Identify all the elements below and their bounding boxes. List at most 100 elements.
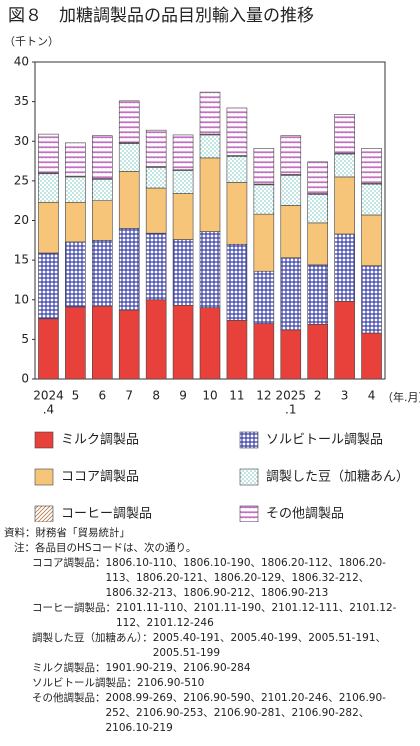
bar-segment [199,157,221,232]
bar-segment [172,239,194,306]
bar-segment [199,134,221,159]
x-tick-label: 4 [368,389,376,403]
x-tick-label: 2024 [33,389,64,403]
x-tick-label: 11 [229,389,244,403]
note-item: その他調製品： 2008.99-269、2106.90-590、2101.20-2… [4,691,414,736]
bar-segment [226,182,248,245]
bar-segment [145,167,167,189]
y-tick-label: 40 [14,55,29,69]
note-item-label: 調製した豆（加糖あん）： [32,632,153,644]
bar-segment [92,178,113,201]
x-tick-label: 3 [341,389,349,403]
bar-segment [172,193,194,240]
bar-segment [361,148,382,184]
x-tick-label: 8 [152,389,160,403]
legend-swatch [34,468,54,486]
y-tick-label: 20 [14,213,29,227]
bar-segment [118,228,140,311]
bar-segment [38,252,59,320]
bar-segment [118,100,140,144]
y-tick-label: 15 [14,253,29,267]
bar-segment [253,213,275,272]
y-tick-label: 30 [14,134,29,148]
legend-label: ソルビトール調製品 [266,433,383,448]
bar-segment [199,307,221,380]
bar-segment [280,135,302,175]
note-item: コーヒー調製品： 2101.11-110、2101.11-190、2101.12-… [4,601,414,631]
bar-segment [118,143,140,172]
bar-segment [307,222,328,266]
bar-segment [307,194,328,224]
bar-segment [65,306,86,380]
bar-segment [307,324,328,380]
note-label: 注： [14,542,35,554]
notes: 資料： 財務省「貿易統計」 注： 各品目のHSコードは、次の通り。 ココア調製品： 1… [4,526,414,736]
bar-segment [334,233,355,302]
note-item-text: 2005.40-191、2005.40-199、2005.51-191、2005… [152,632,387,659]
bar-segment [65,241,86,308]
bar-segment [38,318,59,380]
x-tick-label: 9 [179,389,187,403]
note-item-text: 2008.99-269、2106.90-590、2101.20-246、2106… [105,692,386,734]
bar-segment [280,257,302,331]
bar-segment [172,170,194,194]
x-tick-label: .4 [43,403,54,417]
bar-segment [307,264,328,325]
bar-segment [361,214,382,266]
note-item: ココア調製品： 1806.10-110、1806.10-190、1806.20-1… [4,556,414,601]
x-unit: （年.月） [382,390,420,404]
bar-segment [145,129,167,167]
bar-segment [253,148,275,185]
legend-swatch [239,468,259,486]
note-item-label: ソルビトール調製品： [32,677,137,689]
note-item-text: 1806.10-110、1806.10-190、1806.20-112、1806… [105,557,386,599]
bar-segment [38,173,59,203]
bar-segment [172,304,194,380]
bar-segment [334,153,355,178]
note-item: ソルビトール調製品： 2106.90-510 [4,676,414,691]
bar-segment [92,240,113,307]
bar-segment [253,184,275,215]
bar-segment [226,107,248,156]
y-tick-label: 0 [21,372,29,386]
bar-segment [65,142,86,177]
bar-segment [145,299,167,380]
y-tick-label: 35 [14,94,29,108]
bar-segment [92,305,113,380]
bar-segment [92,135,113,179]
bar-segment [199,231,221,308]
x-tick-label: 2 [314,389,322,403]
bar-segment [65,176,86,203]
note-item: 調製した豆（加糖あん）： 2005.40-191、2005.40-199、2005… [4,631,414,661]
note-items: ココア調製品： 1806.10-110、1806.10-190、1806.20-1… [4,556,414,736]
bar-segment [361,183,382,216]
bar-segment [226,156,248,183]
legend-swatch [239,505,259,522]
bar-segment [280,175,302,206]
bar-segment [226,320,248,380]
note-item-label: コーヒー調製品： [32,602,116,614]
x-tick-label: 12 [256,389,271,403]
bar-segment [280,205,302,259]
chart: 図８ 加糖調製品の品目別輸入量の推移 （千トン） （年.月） 051015202… [4,6,420,522]
y-tick-label: 25 [14,173,29,187]
legend-label: ココア調製品 [61,470,139,485]
note-item-text: 1901.90-219、2106.90-284 [105,662,251,674]
bar-segment [145,232,167,301]
legend-label: ミルク調製品 [61,433,139,448]
x-tick-label: 2025 [275,389,306,403]
bar-segment [118,171,140,229]
y-tick-label: 5 [21,332,29,346]
bar-segment [226,243,248,321]
bar-segment [38,201,59,254]
bar-segment [361,332,382,380]
bar-segment [118,309,140,380]
bar-segment [172,134,194,171]
bar-segment [334,176,355,235]
note-item: ミルク調製品： 1901.90-219、2106.90-284 [4,661,414,676]
note-item-label: ココア調製品： [32,557,106,569]
note: 各品目のHSコードは、次の通り。 [35,542,197,554]
legend-swatch [34,431,54,449]
bar-segment [334,301,355,380]
